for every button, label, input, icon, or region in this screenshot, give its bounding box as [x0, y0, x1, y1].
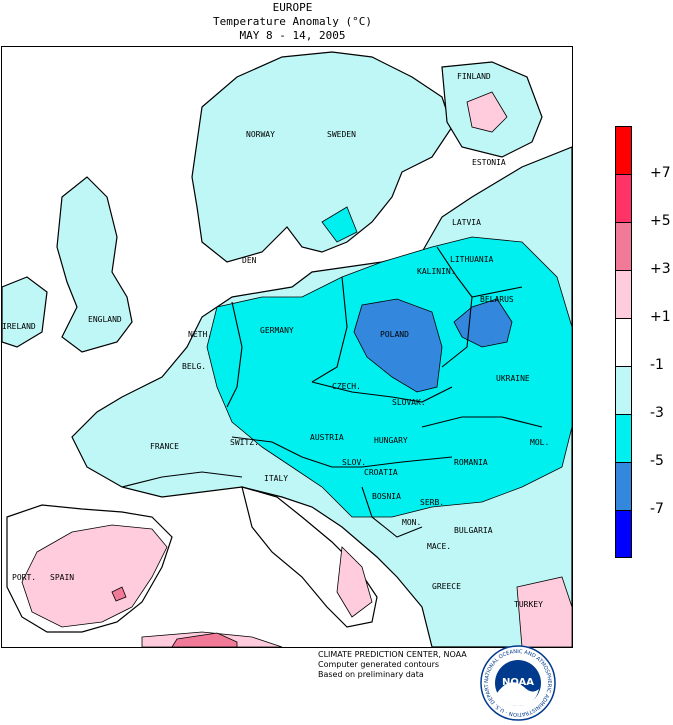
- label-serb: SERB.: [420, 498, 444, 507]
- map-variable-title: Temperature Anomaly (°C): [213, 15, 372, 28]
- legend-tick-label: +3: [650, 261, 671, 277]
- label-finland: FINLAND: [457, 72, 491, 81]
- label-turkey: TURKEY: [514, 600, 543, 609]
- color-legend: [615, 126, 632, 558]
- label-slov: SLOV.: [342, 458, 366, 467]
- label-spain: SPAIN: [50, 573, 74, 582]
- label-croatia: CROATIA: [364, 468, 398, 477]
- legend-tick-label: +1: [650, 309, 671, 325]
- label-bosnia: BOSNIA: [372, 492, 401, 501]
- credit-line-1: CLIMATE PREDICTION CENTER, NOAA: [318, 650, 467, 659]
- legend-swatch: [615, 270, 632, 318]
- anomaly-map: FINLAND NORWAY SWEDEN ESTONIA LATVIA LIT…: [1, 46, 573, 648]
- label-den: DEN: [242, 256, 257, 265]
- legend-swatch: [615, 126, 632, 174]
- legend-tick-label: -7: [650, 501, 664, 517]
- map-period-title: MAY 8 - 14, 2005: [239, 29, 346, 42]
- legend-swatch: [615, 318, 632, 366]
- legend-tick-label: -3: [650, 405, 664, 421]
- label-czech: CZECH.: [332, 382, 361, 391]
- label-neth: NETH.: [188, 330, 212, 339]
- credits: CLIMATE PREDICTION CENTER, NOAA Computer…: [318, 650, 467, 680]
- label-england: ENGLAND: [88, 315, 122, 324]
- label-austria: AUSTRIA: [310, 433, 344, 442]
- noaa-seal-icon: NATIONAL OCEANIC AND ATMOSPHERIC ADMINIS…: [477, 641, 556, 721]
- warm-core-areas: [111, 586, 238, 647]
- label-ukraine: UKRAINE: [496, 374, 530, 383]
- legend-tick-label: -5: [650, 453, 664, 469]
- label-mont: MON.: [402, 518, 421, 527]
- legend-swatch: [615, 366, 632, 414]
- label-belg: BELG.: [182, 362, 206, 371]
- label-hungary: HUNGARY: [374, 436, 408, 445]
- label-mol: MOL.: [530, 438, 549, 447]
- label-poland: POLAND: [380, 330, 409, 339]
- label-greece: GREECE: [432, 582, 461, 591]
- credit-line-3: Based on preliminary data: [318, 670, 424, 679]
- label-romania: ROMANIA: [454, 458, 488, 467]
- label-ireland: IRELAND: [2, 322, 36, 331]
- label-port: PORT.: [12, 573, 36, 582]
- label-estonia: ESTONIA: [472, 158, 506, 167]
- label-bulgaria: BULGARIA: [454, 526, 493, 535]
- label-kaliningrad: KALININ.: [417, 267, 456, 276]
- label-mace: MACE.: [427, 542, 451, 551]
- legend-swatch: [615, 222, 632, 270]
- legend-tick-label: -1: [650, 357, 664, 373]
- legend-swatch: [615, 174, 632, 222]
- label-belarus: BELARUS: [480, 295, 514, 304]
- legend-tick-label: +5: [650, 213, 671, 229]
- label-france: FRANCE: [150, 442, 179, 451]
- map-region-title: EUROPE: [272, 1, 313, 14]
- logo-text: NOAA: [502, 677, 534, 688]
- credit-line-2: Computer generated contours: [318, 660, 440, 669]
- legend-tick-label: +7: [650, 165, 671, 181]
- label-sweden: SWEDEN: [327, 130, 356, 139]
- legend-swatch: [615, 510, 632, 558]
- label-germany: GERMANY: [260, 326, 294, 335]
- country-labels: FINLAND NORWAY SWEDEN ESTONIA LATVIA LIT…: [2, 72, 549, 609]
- label-slovak: SLOVAK.: [392, 398, 426, 407]
- legend-swatch: [615, 414, 632, 462]
- label-lithuania: LITHUANIA: [450, 255, 494, 264]
- country-borders: [121, 246, 543, 538]
- label-latvia: LATVIA: [452, 218, 481, 227]
- label-norway: NORWAY: [246, 130, 275, 139]
- label-italy: ITALY: [264, 474, 288, 483]
- legend-swatch: [615, 462, 632, 510]
- label-switz: SWITZ.: [230, 438, 259, 447]
- positive-anomaly-areas: [21, 91, 572, 647]
